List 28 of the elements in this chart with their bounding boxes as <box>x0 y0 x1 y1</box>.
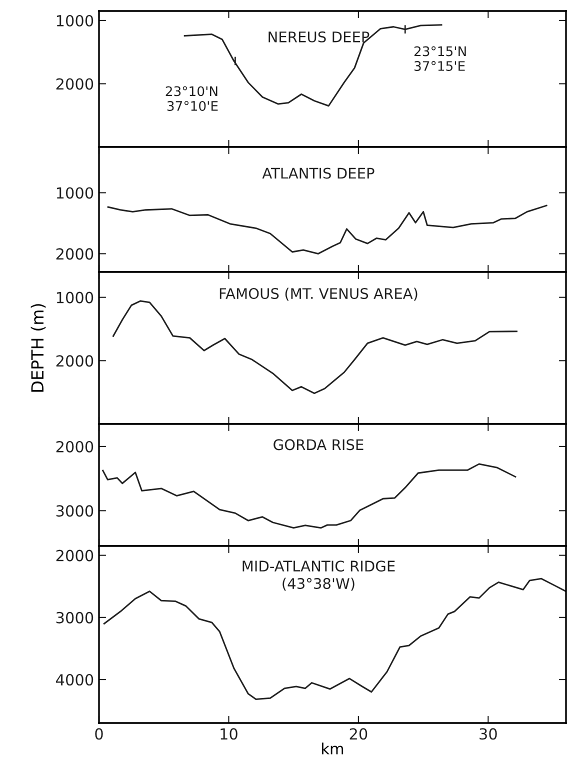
annotation: 23°10'N 37°10'E <box>166 86 218 111</box>
x-axis-title: km <box>322 742 344 754</box>
text: FAMOUS (MT. VENUS AREA) <box>220 288 418 301</box>
y-tick-label: 1000 <box>56 14 94 27</box>
text: ATLANTIS DEEP <box>262 168 374 179</box>
x-tick-label: 30 <box>480 728 497 740</box>
text: GORDA RISE <box>274 439 364 450</box>
x-tick-label: 20 <box>350 728 368 740</box>
y-axis-title: DEPTH (m) <box>30 304 46 392</box>
y-tick-label: 2000 <box>56 355 94 367</box>
y-tick-label: 2000 <box>56 440 94 452</box>
line-series <box>102 463 516 529</box>
y-tick-label: 2000 <box>56 248 94 260</box>
y-tick-label: 1000 <box>56 292 94 304</box>
annotation: 23°15'N 37°15'E <box>414 46 466 71</box>
y-tick-label: 2000 <box>56 550 94 562</box>
line-series <box>112 300 518 394</box>
y-tick-label: 4000 <box>56 674 94 686</box>
y-tick-label: 2000 <box>56 78 94 90</box>
y-tick-label: 3000 <box>56 505 94 517</box>
x-tick-label: 0 <box>95 728 103 740</box>
line-series <box>107 204 548 254</box>
y-tick-label: 3000 <box>56 612 94 624</box>
line-series <box>103 578 566 700</box>
text: MID-ATLANTIC RIDGE (43°38'W) <box>242 560 395 591</box>
text: NEREUS DEEP <box>268 31 370 42</box>
x-tick-label: 10 <box>220 728 238 740</box>
y-tick-label: 1000 <box>56 187 94 199</box>
